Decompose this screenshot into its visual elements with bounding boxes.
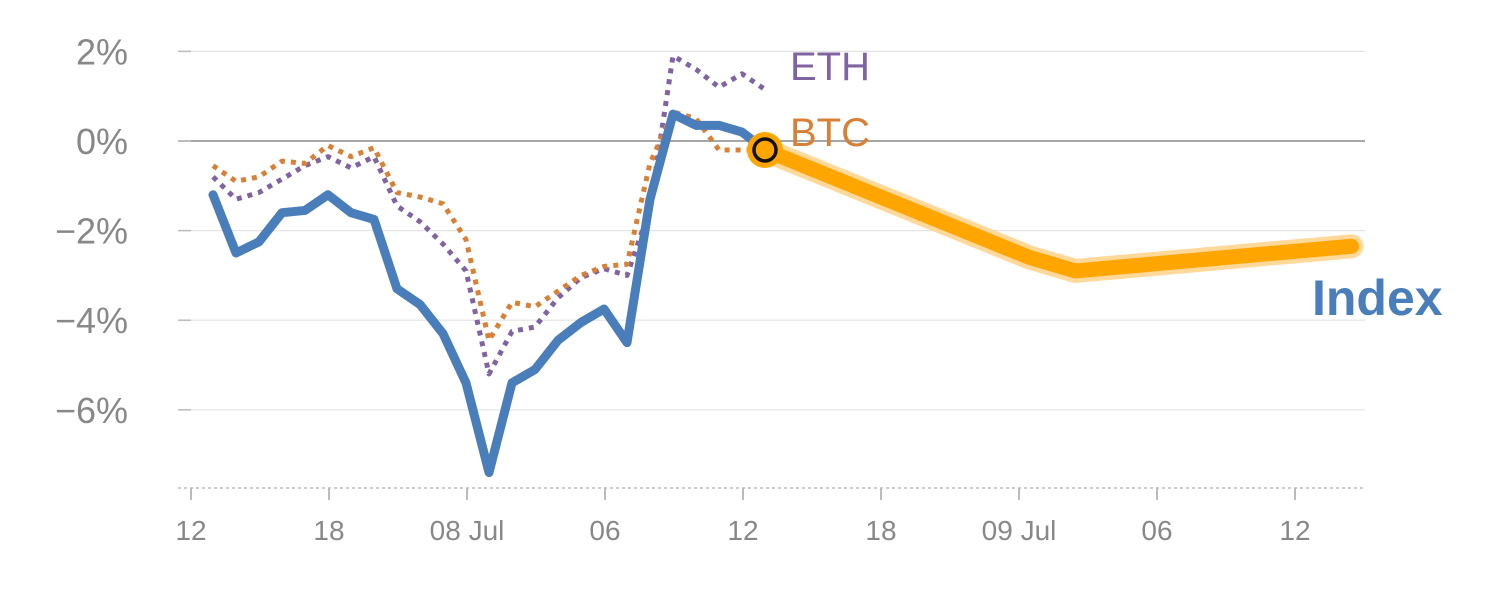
series-layer [208,53,770,478]
series-label-btc: BTC [790,111,870,155]
forecast-layer [753,137,1364,283]
marker-layer [747,131,783,168]
forecast-band [757,142,1359,279]
series-label-eth: ETH [790,45,870,89]
y-tick-label: −6% [55,390,128,431]
x-tick-label: 12 [175,515,206,546]
x-tick-label: 12 [1279,515,1310,546]
series-label-index: Index [1312,270,1443,326]
series-line-eth [211,53,767,377]
y-tick-label: 2% [76,31,128,72]
x-tick-label: 18 [313,515,344,546]
x-tick-label: 06 [1141,515,1172,546]
x-tick-label: 08 Jul [430,515,505,546]
x-tick-label: 09 Jul [982,515,1057,546]
series-line-btc [211,109,765,343]
grid-layer [178,50,1365,500]
series-line-index [208,109,770,478]
y-tick-label: 0% [76,121,128,162]
x-tick-label: 06 [589,515,620,546]
x-tick-label: 12 [727,515,758,546]
x-axis-tick-labels: 12 18 08 Jul 06 12 18 09 Jul 06 12 [175,515,1310,546]
current-point-marker [752,137,778,163]
x-tick-label: 18 [865,515,896,546]
y-tick-label: −2% [55,211,128,252]
y-axis-tick-labels: 2% 0% −2% −4% −6% [55,31,128,430]
y-tick-label: −4% [55,300,128,341]
